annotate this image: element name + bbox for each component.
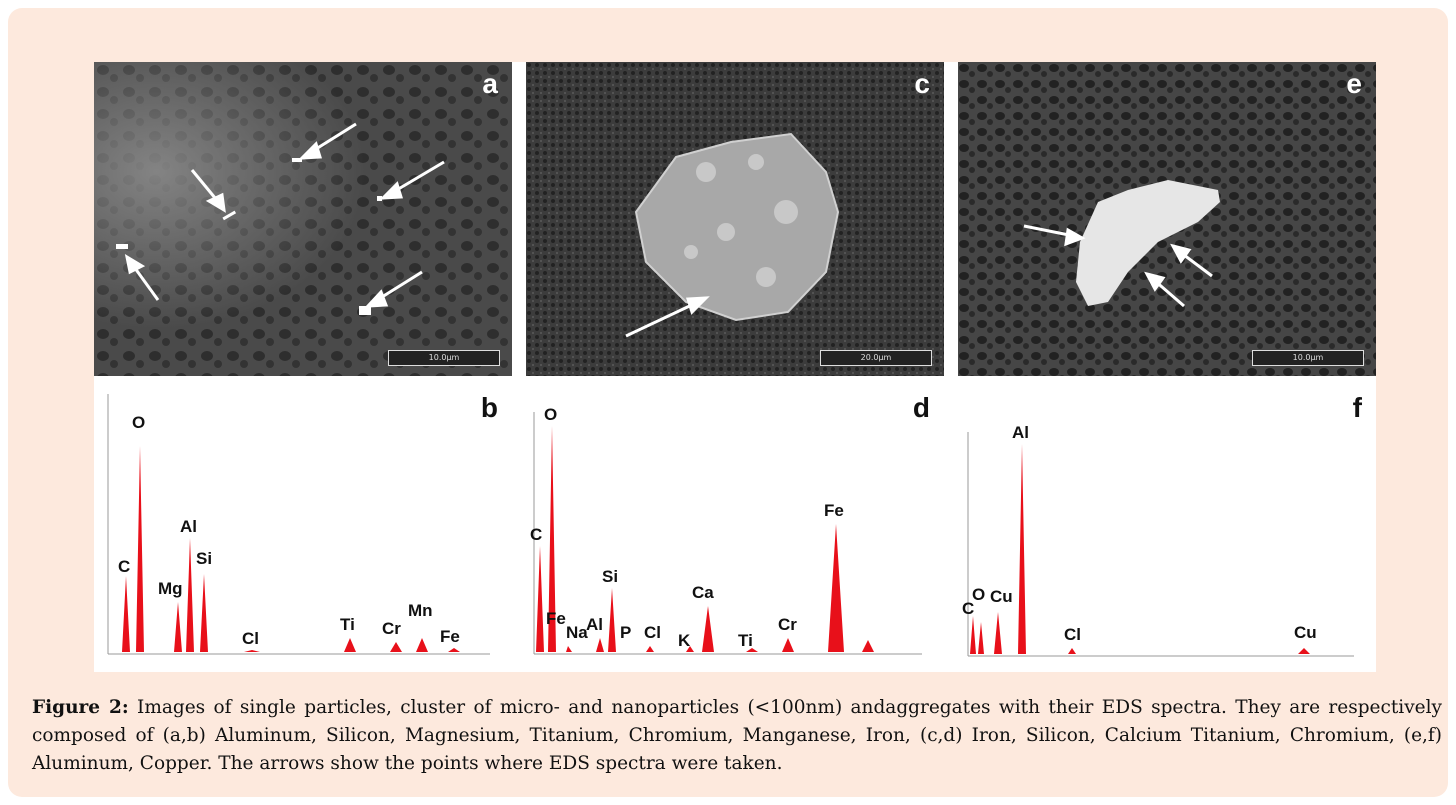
peak-label-d-P: P [620,623,631,642]
spectrum-plot-d: O C Fe Na Al Si P Cl K Ca Ti Cr Fe [530,405,922,655]
panel-label-f: f [1352,392,1362,423]
peak-label-b-O: O [132,413,145,432]
peak-label-f-Al: Al [1012,423,1029,442]
peak-label-d-Ca: Ca [692,583,714,602]
peak-label-b-Al: Al [180,517,197,536]
peak-label-d-Fe2: Fe [824,501,844,520]
peak-label-b-Fe: Fe [440,627,460,646]
peak-label-b-Cr: Cr [382,619,401,638]
spectrum-plot-b: O C Mg Al Si Cl Ti Cr Mn Fe [107,394,490,655]
peak-label-b-Mn: Mn [408,601,433,620]
peak-label-d-Ti: Ti [738,631,753,650]
peak-label-d-Al: Al [586,615,603,634]
sem-image-a: a 10.0µm [94,62,512,376]
sem-image-c: c 20.0µm [526,62,944,376]
eds-spectrum-b: O C Mg Al Si Cl Ti Cr Mn Fe b [94,376,512,672]
peak-label-f-Cl: Cl [1064,625,1081,644]
sem-texture-e [958,62,1376,376]
panel-label-b: b [480,392,498,423]
caption-text: Images of single particles, cluster of m… [32,697,1442,774]
eds-spectrum-d: O C Fe Na Al Si P Cl K Ca Ti Cr Fe d [526,376,944,672]
peak-label-d-Na: Na [566,623,588,642]
scale-bar-e: 10.0µm [1252,350,1364,366]
caption-label: Figure 2: [32,697,129,718]
peak-label-d-C: C [530,525,542,544]
peak-label-f-C: C [962,599,974,618]
peak-label-f-O: O [972,585,985,604]
sem-texture-a [94,62,512,376]
peak-label-f-Cu2: Cu [1294,623,1317,642]
figure-2: a 10.0µm [94,62,1376,672]
peak-label-d-O: O [544,405,557,424]
sem-image-e: e 10.0µm [958,62,1376,376]
spectrum-plot-f: Al C O Cu Cl Cu [962,423,1354,657]
peak-label-d-Cl: Cl [644,623,661,642]
peak-label-b-Si: Si [196,549,212,568]
peak-label-f-Cu1: Cu [990,587,1013,606]
peak-label-d-Fe1: Fe [546,609,566,628]
panel-label-c: c [914,68,930,99]
panel-label-d: d [912,392,930,423]
figure-card: a 10.0µm [8,8,1448,797]
eds-spectrum-f: Al C O Cu Cl Cu f [958,376,1376,672]
figure-caption: Figure 2: Images of single particles, cl… [32,694,1442,778]
panel-label-e: e [1346,68,1362,99]
peak-label-b-Mg: Mg [158,579,183,598]
panel-label-a: a [482,68,498,99]
peak-label-d-Si: Si [602,567,618,586]
peak-label-d-K: K [678,631,691,650]
peak-label-d-Cr: Cr [778,615,797,634]
peak-label-b-Ti: Ti [340,615,355,634]
scale-bar-c: 20.0µm [820,350,932,366]
scale-bar-a: 10.0µm [388,350,500,366]
sem-texture-c [526,62,944,376]
peak-label-b-C: C [118,557,130,576]
peak-label-b-Cl: Cl [242,629,259,648]
